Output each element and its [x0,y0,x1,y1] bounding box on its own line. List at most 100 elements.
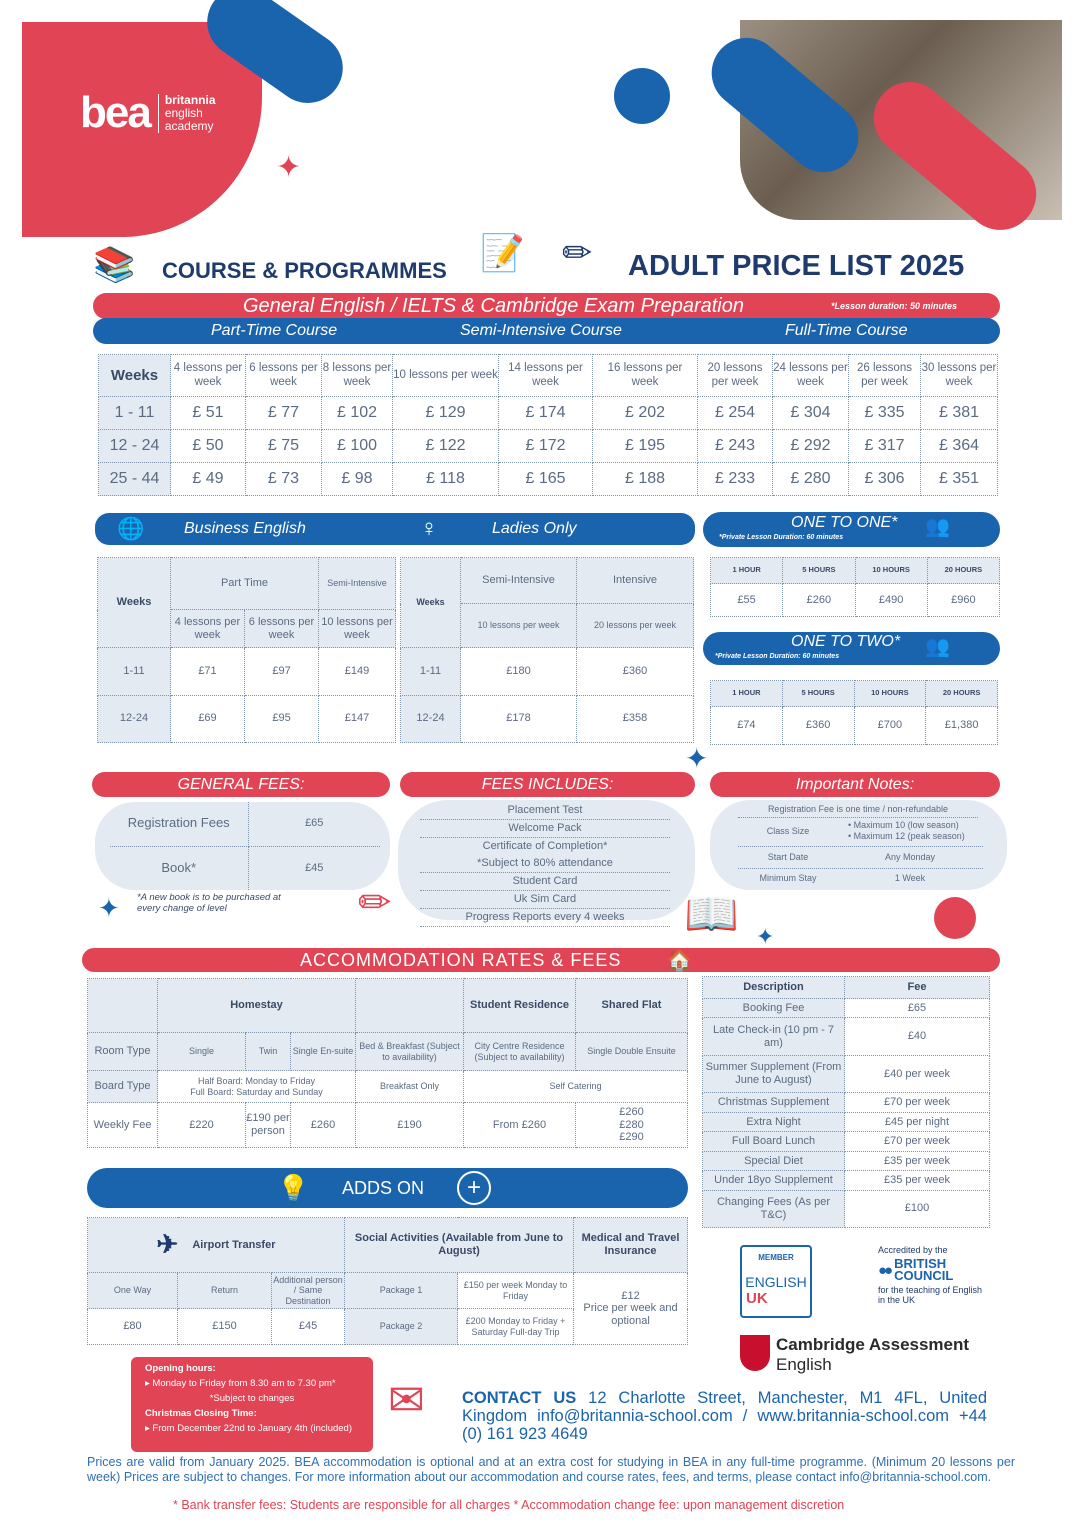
table-row: £55 £260 £490 £960 [709,583,1001,617]
general-english-bar: General English / IELTS & Cambridge Exam… [93,293,1000,319]
fees-includes-item: *Subject to 80% attendance [420,855,670,873]
accommodation-table: Homestay Student Residence Shared Flat Roo… [87,978,688,1148]
fee-cell: £70 per week [844,1131,990,1152]
notes-divider [738,868,983,869]
column-header: 20 lessons per week [697,354,773,397]
fees-includes-box [398,800,695,920]
fees-includes-item: Welcome Pack [420,820,670,838]
description-cell: Extra Night [702,1111,845,1133]
price-cell: £ 73 [245,462,322,496]
general-fees-bar: GENERAL FEES: [92,772,390,797]
table-row: Christmas Supplement £70 per week [702,1092,990,1113]
price-cell: £ 77 [245,396,322,430]
table-row: Changing Fees (As per T&C) £100 [702,1189,990,1229]
one-to-one-bar: ONE TO ONE* *Private Lesson Duration: 60… [703,512,1000,547]
description-cell: Booking Fee [702,997,845,1019]
stationery-icon: ✏ [562,232,593,273]
general-fees-table: Registration Fees £65 Book* £45 [110,802,380,890]
price-cell: £ 172 [498,429,593,463]
airplane-icon: ✈ [156,1229,179,1260]
adds-on-table: ✈ Airport Transfer Social Activities (Ava… [86,1217,688,1345]
price-cell: £ 304 [772,396,849,430]
description-cell: Under 18yo Supplement [702,1170,845,1191]
price-cell: £ 335 [848,396,921,430]
sparkle-icon: ✦ [98,893,120,923]
table-row: Special Diet £35 per week [702,1150,990,1172]
price-cell: £ 381 [920,396,998,430]
table-row: Summer Supplement (From June to August) £… [702,1054,990,1094]
table-row: Late Check-in (10 pm - 7 am) £40 [702,1017,990,1056]
contact-block: CONTACT US 12 Charlotte Street, Manchest… [462,1389,987,1443]
cambridge-logo: Cambridge Assessment English [740,1335,969,1375]
price-cell: £360 [781,706,855,745]
column-header: 10 HOURS [854,557,928,584]
table-row: Under 18yo Supplement £35 per week [702,1170,990,1191]
fees-includes-item: Progress Reports every 4 weeks [420,909,670,927]
price-cell: £ 306 [848,462,921,496]
description-cell: Changing Fees (As per T&C) [702,1189,845,1229]
price-cell: £ 122 [392,429,499,463]
column-header: 14 lessons per week [498,354,593,397]
fees-includes-item: Certificate of Completion* [482,840,608,852]
table-row: 25 - 44 £ 49 £ 73 £ 98 £ 118 £ 165 £ 188 £ 233 £… [98,462,998,496]
notes-box [710,800,1007,890]
column-header: 6 lessons per week [245,354,322,397]
price-cell: £490 [854,583,928,617]
description-cell: Full Board Lunch [702,1131,845,1152]
fee-cell: £40 [844,1017,990,1056]
notepad-icon: 📝 [480,232,525,273]
contact-details[interactable]: 12 Charlotte Street, Manchester, M1 4FL,… [462,1389,987,1443]
column-header: 5 HOURS [782,557,856,584]
lightbulb-icon: 💡 [277,1172,310,1203]
header-row: Description Fee [702,976,990,999]
business-ladies-bar: 🌐 Business English ♀ Ladies Only [95,513,695,545]
price-cell: £ 165 [498,462,593,496]
header-row: 1 HOUR 5 HOURS 10 HOURS 20 HOURS [710,680,998,707]
weeks-cell: 25 - 44 [98,462,171,496]
table-row: Booking Fee £65 [702,997,990,1019]
deco-red-circle [934,897,976,939]
column-header: 4 lessons per week [170,354,246,397]
sparkle-icon: ✦ [685,743,709,774]
table-row: Full Board Lunch £70 per week [702,1131,990,1152]
fees-includes-item: Placement Test [420,802,670,820]
fee-cell: £65 [844,997,990,1019]
price-cell: £ 364 [920,429,998,463]
sparkle-icon: ✦ [276,151,302,184]
price-cell: £ 49 [170,462,246,496]
weeks-cell: 1 - 11 [98,396,171,430]
page-title: ADULT PRICE LIST 2025 [628,250,965,282]
column-header: 26 lessons per week [848,354,921,397]
description-cell: Late Check-in (10 pm - 7 am) [702,1017,845,1056]
column-header: 20 HOURS [925,680,998,707]
header-row: 1 HOUR 5 HOURS 10 HOURS 20 HOURS [709,557,1001,584]
notes-start-label: Start Date [767,852,809,862]
sparkle-icon: ✦ [756,924,775,949]
table-row: 1 - 11 £ 51 £ 77 £ 102 £ 129 £ 174 £ 202 £ 254 £… [98,396,998,430]
notes-registration: Registration Fee is one time / non-refun… [738,804,978,818]
notes-divider [738,846,983,847]
price-cell: £ 243 [697,429,773,463]
notes-stay-label: Minimum Stay [759,873,817,883]
footer-text: Prices are valid from January 2025. BEA … [87,1455,1015,1484]
column-header: Fee [844,976,990,999]
one-to-two-bar: ONE TO TWO* *Private Lesson Duration: 60… [703,632,1000,665]
price-cell: £ 51 [170,396,246,430]
column-header: 20 HOURS [926,557,1001,584]
table-row: 12 - 24 £ 50 £ 75 £ 100 £ 122 £ 172 £ 195 £ 243… [98,429,998,463]
price-cell: £700 [853,706,927,745]
cambridge-shield-icon [740,1335,770,1371]
price-cell: £ 98 [321,462,393,496]
logo-mark: bea [80,88,152,137]
column-header: 1 HOUR [709,557,784,584]
english-uk-logo: MEMBER ENGLISH UK [740,1245,812,1318]
price-cell: £ 100 [321,429,393,463]
fee-cell: £100 [844,1189,990,1229]
deco-blue-circle [614,68,670,124]
pencil-cup-icon: ✏ [358,881,392,925]
fee-cell: £40 per week [844,1054,990,1094]
fee-cell: £45 per night [844,1111,990,1133]
price-cell: £ 317 [848,429,921,463]
fee-cell: £70 per week [844,1092,990,1113]
price-cell: £ 102 [321,396,393,430]
